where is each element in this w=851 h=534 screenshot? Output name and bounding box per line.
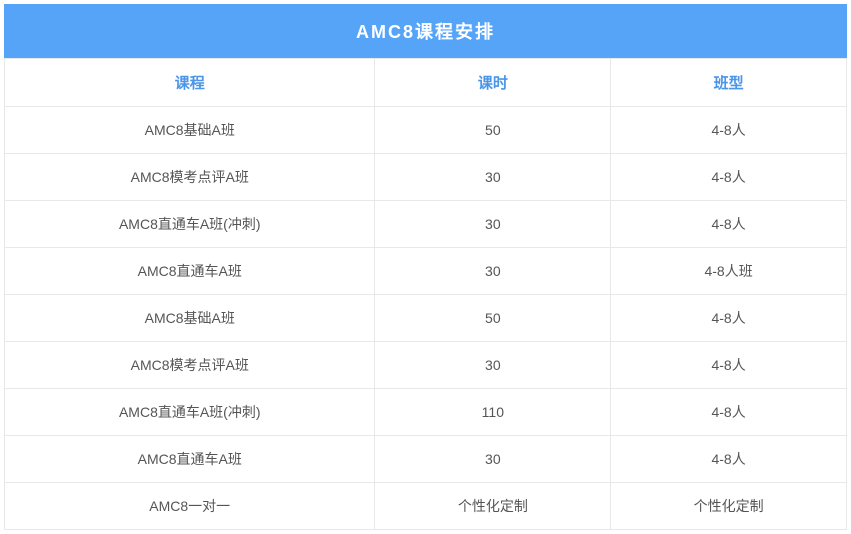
cell-type: 4-8人: [611, 154, 847, 201]
cell-course: AMC8基础A班: [5, 107, 375, 154]
cell-course: AMC8直通车A班: [5, 436, 375, 483]
cell-type: 4-8人: [611, 436, 847, 483]
cell-course: AMC8模考点评A班: [5, 154, 375, 201]
table-row: AMC8基础A班 50 4-8人: [5, 107, 847, 154]
cell-hours: 110: [375, 389, 611, 436]
cell-hours: 个性化定制: [375, 483, 611, 530]
cell-hours: 30: [375, 154, 611, 201]
table-row: AMC8直通车A班(冲刺) 110 4-8人: [5, 389, 847, 436]
table-row: AMC8直通车A班 30 4-8人: [5, 436, 847, 483]
cell-hours: 50: [375, 107, 611, 154]
course-table-container: AMC8课程安排 课程 课时 班型 AMC8基础A班 50 4-8人 AMC8模…: [4, 4, 847, 530]
cell-course: AMC8直通车A班(冲刺): [5, 389, 375, 436]
table-title: AMC8课程安排: [4, 4, 847, 58]
column-header-course: 课程: [5, 59, 375, 107]
column-header-type: 班型: [611, 59, 847, 107]
cell-course: AMC8直通车A班(冲刺): [5, 201, 375, 248]
course-table: 课程 课时 班型 AMC8基础A班 50 4-8人 AMC8模考点评A班 30 …: [4, 58, 847, 530]
cell-type: 4-8人: [611, 389, 847, 436]
table-row: AMC8直通车A班(冲刺) 30 4-8人: [5, 201, 847, 248]
column-header-hours: 课时: [375, 59, 611, 107]
cell-hours: 30: [375, 248, 611, 295]
table-body: AMC8基础A班 50 4-8人 AMC8模考点评A班 30 4-8人 AMC8…: [5, 107, 847, 530]
cell-course: AMC8模考点评A班: [5, 342, 375, 389]
cell-type: 4-8人班: [611, 248, 847, 295]
header-row: 课程 课时 班型: [5, 59, 847, 107]
table-row: AMC8直通车A班 30 4-8人班: [5, 248, 847, 295]
cell-course: AMC8基础A班: [5, 295, 375, 342]
cell-type: 4-8人: [611, 107, 847, 154]
cell-hours: 30: [375, 201, 611, 248]
table-head: 课程 课时 班型: [5, 59, 847, 107]
cell-type: 个性化定制: [611, 483, 847, 530]
cell-type: 4-8人: [611, 342, 847, 389]
cell-course: AMC8直通车A班: [5, 248, 375, 295]
cell-hours: 30: [375, 436, 611, 483]
cell-type: 4-8人: [611, 201, 847, 248]
cell-course: AMC8一对一: [5, 483, 375, 530]
table-row: AMC8一对一 个性化定制 个性化定制: [5, 483, 847, 530]
cell-hours: 30: [375, 342, 611, 389]
cell-hours: 50: [375, 295, 611, 342]
table-row: AMC8模考点评A班 30 4-8人: [5, 154, 847, 201]
table-row: AMC8基础A班 50 4-8人: [5, 295, 847, 342]
cell-type: 4-8人: [611, 295, 847, 342]
table-row: AMC8模考点评A班 30 4-8人: [5, 342, 847, 389]
